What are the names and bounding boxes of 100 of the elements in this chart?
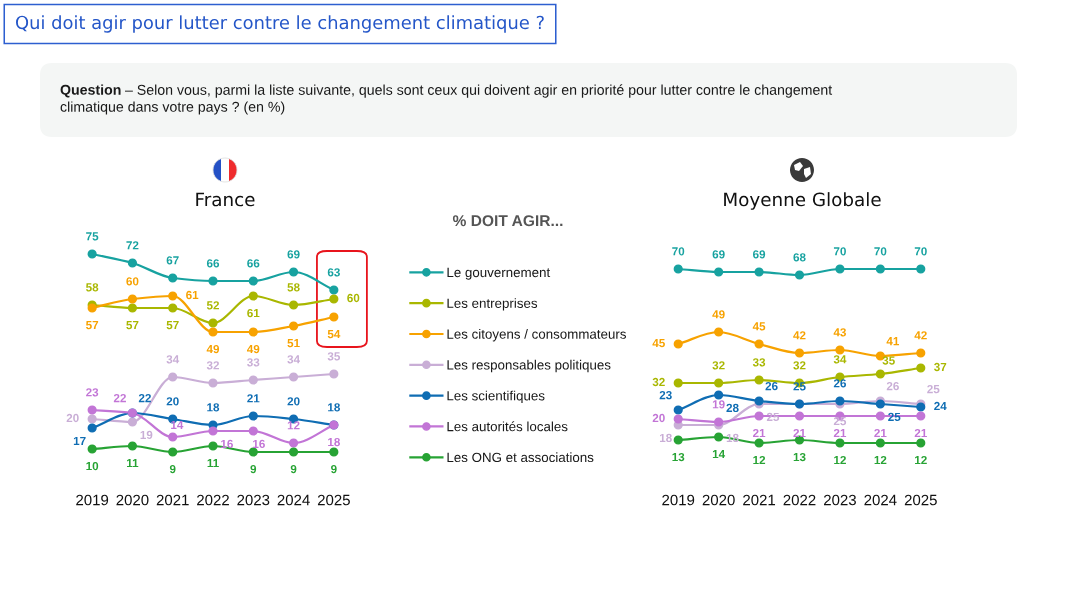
data-label: 32: [793, 361, 806, 370]
data-label: 25: [833, 416, 847, 426]
data-label: 49: [206, 344, 220, 354]
x-tick-label: 2023: [237, 494, 270, 506]
data-label: 22: [113, 393, 126, 403]
text: Question – Selon vous, parmi la liste suivante, quels sont ceux qui doivent agir en priorité pour lutter contre le changement climatique dans votre pays ? (en %): [60, 84, 833, 115]
data-label: 9: [331, 464, 337, 474]
x-tick-label: 2019: [76, 494, 109, 506]
data-label: 13: [793, 452, 806, 462]
data-label: 66: [247, 259, 260, 268]
data-label: 70: [833, 247, 846, 256]
data-label: 11: [207, 459, 219, 468]
data-label: 32: [652, 377, 665, 387]
data-label: 32: [712, 361, 725, 370]
data-label: 21: [833, 428, 847, 438]
data-label: 34: [166, 355, 180, 364]
legend-title: % DOIT AGIR...: [452, 215, 563, 227]
data-label: 28: [726, 403, 739, 413]
data-label: 70: [672, 247, 685, 256]
legend-label: Les citoyens / consommateurs: [447, 328, 626, 342]
x-tick-label: 2022: [783, 494, 816, 506]
data-label: 20: [652, 413, 665, 423]
data-label: 9: [250, 464, 257, 474]
data-label: 18: [328, 437, 340, 447]
legend-label: Le gouvernement: [447, 267, 551, 280]
data-label: 58: [86, 283, 99, 292]
data-label: 49: [712, 310, 725, 319]
x-tick-label: 2021: [156, 494, 189, 506]
data-label: 69: [753, 250, 766, 259]
data-label: 18: [328, 403, 340, 412]
data-label: 24: [934, 401, 947, 411]
data-label: 9: [290, 464, 297, 474]
data-label: 20: [166, 397, 179, 406]
data-label: 12: [834, 455, 846, 465]
data-label: 21: [793, 428, 806, 438]
data-label: 57: [126, 321, 139, 330]
x-tick-label: 2019: [662, 494, 695, 506]
data-label: 16: [221, 439, 233, 449]
chart-title: France: [196, 192, 255, 207]
x-tick-label: 2023: [824, 494, 856, 506]
data-label: 69: [287, 250, 300, 259]
data-label: 26: [833, 379, 846, 388]
data-label: 21: [752, 428, 766, 438]
data-label: 42: [914, 331, 927, 340]
data-label: 18: [726, 433, 739, 443]
data-label: 19: [140, 430, 153, 440]
legend-label: Les ONG et associations: [447, 452, 594, 463]
data-label: 49: [246, 344, 260, 354]
data-label: 61: [186, 290, 199, 300]
chart-title: Moyenne Globale: [724, 192, 881, 210]
data-label: 69: [712, 250, 725, 259]
data-label: 37: [934, 362, 947, 372]
data-label: 60: [126, 277, 139, 286]
data-label: 42: [793, 331, 806, 340]
data-label: 72: [126, 241, 139, 250]
data-label: 18: [207, 403, 220, 412]
data-label: 45: [652, 338, 665, 348]
data-label: 57: [86, 321, 99, 330]
data-label: 26: [765, 381, 778, 391]
data-label: 14: [171, 420, 184, 429]
data-label: 12: [874, 455, 887, 465]
x-tick-label: 2024: [864, 494, 897, 506]
data-label: 16: [253, 439, 265, 449]
data-label: 34: [833, 355, 847, 364]
data-label: 51: [287, 339, 300, 348]
data-label: 13: [672, 452, 685, 462]
data-label: 41: [886, 337, 900, 346]
data-label: 45: [752, 322, 766, 331]
x-tick-label: 2022: [197, 494, 229, 506]
data-label: 34: [287, 355, 300, 364]
data-label: 54: [327, 330, 341, 339]
legend-label: Les entreprises: [447, 298, 538, 311]
data-label: 19: [712, 400, 725, 409]
data-label: 63: [327, 268, 340, 277]
data-label: 26: [886, 381, 899, 391]
x-tick-label: 2021: [743, 494, 776, 506]
data-label: 22: [138, 393, 151, 403]
data-label: 60: [347, 293, 360, 303]
data-label: 20: [66, 413, 79, 423]
data-label: 75: [86, 232, 99, 241]
x-tick-label: 2020: [702, 494, 735, 506]
data-label: 17: [73, 436, 86, 445]
data-label: 23: [659, 390, 672, 400]
legend-label: Les responsables politiques: [447, 359, 611, 373]
data-label: 33: [752, 358, 766, 367]
data-label: 10: [86, 461, 99, 471]
data-label: 35: [327, 352, 341, 361]
x-tick-label: 2024: [277, 494, 310, 506]
data-label: 21: [247, 394, 260, 403]
x-tick-label: 2025: [904, 494, 937, 506]
data-label: 57: [166, 321, 179, 330]
data-label: 20: [287, 397, 300, 406]
data-label: 12: [753, 455, 766, 465]
data-label: 32: [206, 361, 220, 370]
data-label: 23: [86, 388, 99, 397]
data-label: 66: [206, 259, 220, 268]
data-label: 9: [169, 464, 176, 474]
data-label: 35: [882, 356, 895, 365]
data-label: 68: [793, 253, 806, 262]
data-label: 14: [712, 450, 726, 459]
